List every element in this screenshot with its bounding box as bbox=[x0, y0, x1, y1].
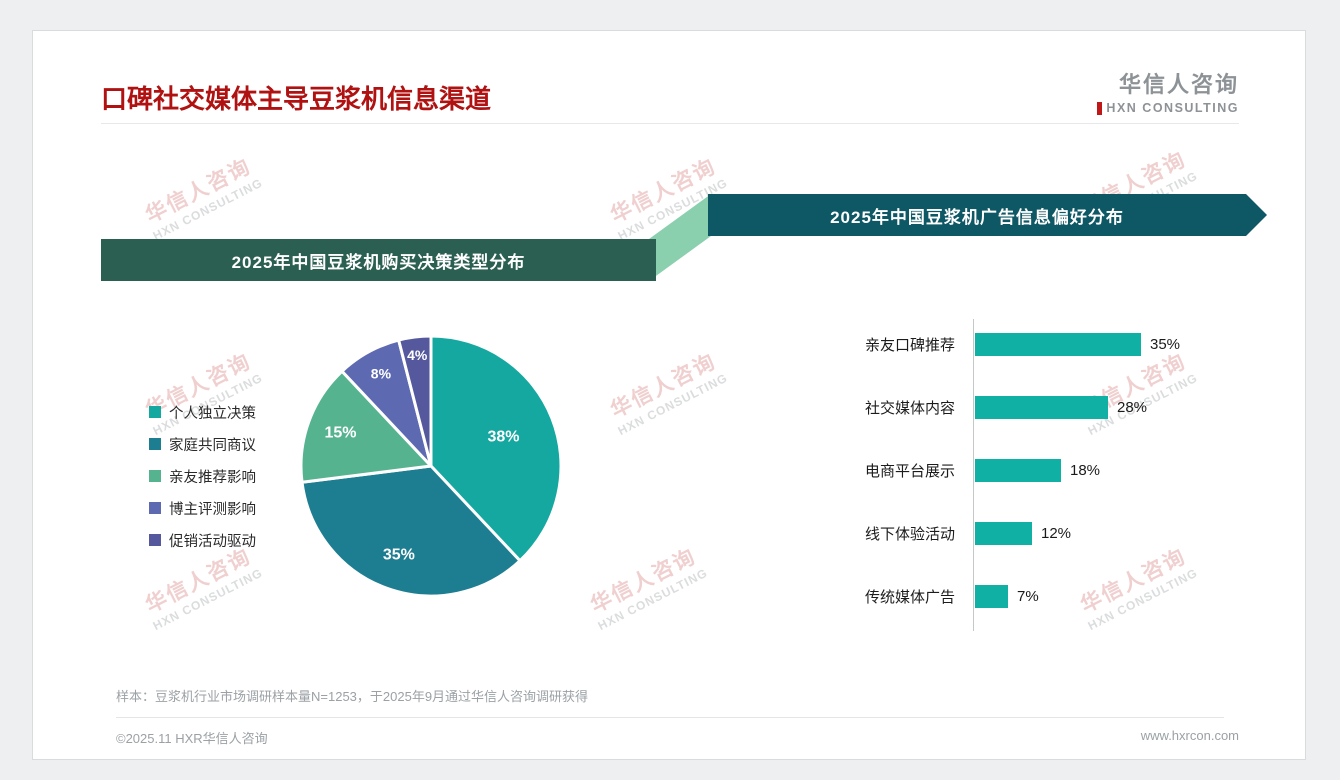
legend-marker bbox=[149, 502, 161, 514]
bar-value-label: 28% bbox=[1117, 399, 1148, 416]
legend-item-4: 促销活动驱动 bbox=[149, 529, 256, 551]
legend-label: 亲友推荐影响 bbox=[169, 469, 256, 486]
legend-item-1: 家庭共同商议 bbox=[149, 433, 256, 455]
page-title: 口碑社交媒体主导豆浆机信息渠道 bbox=[101, 84, 492, 114]
slide: 华信人咨询 HXN CONSULTING 华信人咨询 HXN CONSULTING 华信… bbox=[32, 30, 1306, 760]
legend-item-2: 亲友推荐影响 bbox=[149, 465, 256, 487]
legend-item-3: 博主评测影响 bbox=[149, 497, 256, 519]
bar-row-1: 社交媒体内容 28% bbox=[811, 376, 1281, 439]
bar-category-label: 线下体验活动 bbox=[864, 526, 955, 543]
pie-slice-2 bbox=[299, 369, 433, 484]
bar-value-label: 12% bbox=[1041, 525, 1072, 542]
bar-row-0: 亲友口碑推荐 35% bbox=[811, 313, 1281, 376]
banner-arrow-icon bbox=[1246, 194, 1267, 236]
bar bbox=[975, 333, 1141, 356]
pie-slice-label-0: 38% bbox=[487, 429, 519, 446]
footer-divider bbox=[116, 717, 1224, 718]
pie-slice-label-3: 8% bbox=[371, 366, 392, 382]
logo-text-en: HXN CONSULTING bbox=[1106, 101, 1239, 115]
bar bbox=[975, 396, 1108, 419]
pie-slice-1 bbox=[300, 464, 522, 598]
pie-chart-title: 2025年中国豆浆机购买决策类型分布 bbox=[231, 252, 526, 272]
bar bbox=[975, 585, 1008, 608]
legend-label: 家庭共同商议 bbox=[169, 437, 256, 454]
logo-text-cn: 华信人咨询 bbox=[1118, 72, 1239, 97]
legend-marker bbox=[149, 406, 161, 418]
bar-axis-line bbox=[973, 319, 974, 631]
bar-row-3: 线下体验活动 12% bbox=[811, 502, 1281, 565]
legend-item-0: 个人独立决策 bbox=[149, 401, 256, 423]
bar bbox=[975, 522, 1032, 545]
bar-row-2: 电商平台展示 18% bbox=[811, 439, 1281, 502]
bar-chart-title-banner: 2025年中国豆浆机广告信息偏好分布 bbox=[708, 194, 1246, 236]
logo-en-row: HXN CONSULTING bbox=[1097, 101, 1239, 115]
bar-category-label: 社交媒体内容 bbox=[864, 400, 955, 417]
pie-slice-label-2: 15% bbox=[324, 425, 356, 442]
bar-category-label: 传统媒体广告 bbox=[864, 589, 955, 606]
bar-chart-title: 2025年中国豆浆机广告信息偏好分布 bbox=[830, 207, 1124, 227]
bar-row-4: 传统媒体广告 7% bbox=[811, 565, 1281, 628]
pie-slice-label-4: 4% bbox=[407, 347, 428, 363]
pie-slice-label-1: 35% bbox=[383, 547, 415, 564]
legend-label: 个人独立决策 bbox=[169, 405, 256, 422]
logo-accent-mark bbox=[1097, 101, 1103, 115]
copyright: ©2025.11 HXR华信人咨询 bbox=[116, 731, 268, 746]
banner-connector bbox=[649, 194, 711, 281]
sample-note: 样本：豆浆机行业市场调研样本量N=1253，于2025年9月通过华信人咨询调研获… bbox=[116, 689, 589, 704]
legend-marker bbox=[149, 470, 161, 482]
pie-chart-title-banner: 2025年中国豆浆机购买决策类型分布 bbox=[101, 239, 656, 281]
legend-marker bbox=[149, 438, 161, 450]
bar-category-label: 电商平台展示 bbox=[864, 463, 955, 480]
legend-marker bbox=[149, 534, 161, 546]
legend-label: 促销活动驱动 bbox=[169, 533, 256, 550]
logo: 华信人咨询 HXN CONSULTING bbox=[1097, 67, 1239, 115]
pie-slice-0 bbox=[429, 334, 563, 563]
bar-value-label: 7% bbox=[1017, 588, 1039, 605]
legend-label: 博主评测影响 bbox=[169, 501, 256, 518]
bar-rows: 亲友口碑推荐 35% 社交媒体内容 28% 电商平台展示 18% 线下体验活动 12% 传统媒体… bbox=[811, 313, 1281, 628]
bar bbox=[975, 459, 1061, 482]
bar-category-label: 亲友口碑推荐 bbox=[864, 337, 955, 354]
website: www.hxrcon.com bbox=[1140, 728, 1239, 743]
bar-value-label: 35% bbox=[1150, 336, 1181, 353]
pie-chart: 38% 35% 15% 8% 4% bbox=[299, 334, 563, 598]
pie-slice-4 bbox=[397, 334, 433, 468]
bar-value-label: 18% bbox=[1070, 462, 1101, 479]
header-divider bbox=[101, 123, 1239, 124]
pie-legend: 个人独立决策 家庭共同商议 亲友推荐影响 博主评测影响 促销活动驱动 bbox=[149, 401, 256, 561]
